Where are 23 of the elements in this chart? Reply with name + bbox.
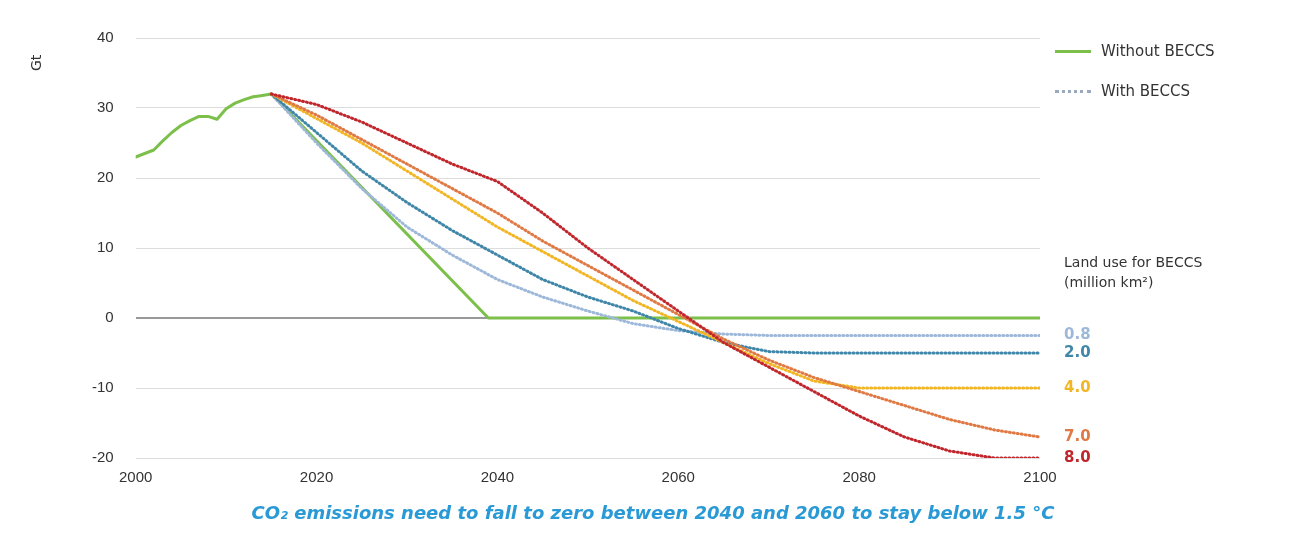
y-tick-label: -10 bbox=[91, 378, 114, 396]
y-tick-label: 10 bbox=[96, 238, 114, 256]
text: With BECCS bbox=[1101, 82, 1191, 100]
y-axis-title: Gt bbox=[28, 54, 44, 71]
series-label: 4.0 bbox=[1064, 377, 1091, 396]
x-tick-label: 2040 bbox=[480, 468, 515, 486]
series-label: 7.0 bbox=[1064, 426, 1091, 445]
text: CO₂ emissions need to fall to zero between 2040 and 2060 to stay below 1.5 °C bbox=[250, 502, 1056, 523]
series-label: 2.0 bbox=[1064, 342, 1091, 361]
x-tick-label: 2080 bbox=[842, 468, 876, 486]
x-tick-label: 2000 bbox=[118, 468, 153, 486]
legend-title: Land use for BECCS (million km²) bbox=[1064, 253, 1204, 292]
x-tick-label: 2060 bbox=[661, 468, 695, 486]
y-tick-label: 40 bbox=[96, 28, 114, 46]
series-label: 0.8 bbox=[1064, 325, 1091, 344]
series-label: 8.0 bbox=[1064, 447, 1091, 466]
x-tick-label: 2100 bbox=[1023, 468, 1057, 486]
y-tick-label: 20 bbox=[96, 168, 114, 186]
x-tick-label: 2020 bbox=[299, 468, 334, 486]
y-tick-label: 30 bbox=[96, 98, 114, 116]
y-tick-label: 0 bbox=[105, 308, 114, 326]
y-tick-label: -20 bbox=[91, 448, 114, 466]
legend-label: Without BECCS bbox=[1101, 42, 1215, 60]
